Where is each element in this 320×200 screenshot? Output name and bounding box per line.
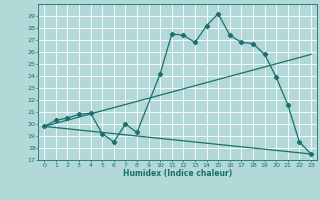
X-axis label: Humidex (Indice chaleur): Humidex (Indice chaleur) [123, 169, 232, 178]
